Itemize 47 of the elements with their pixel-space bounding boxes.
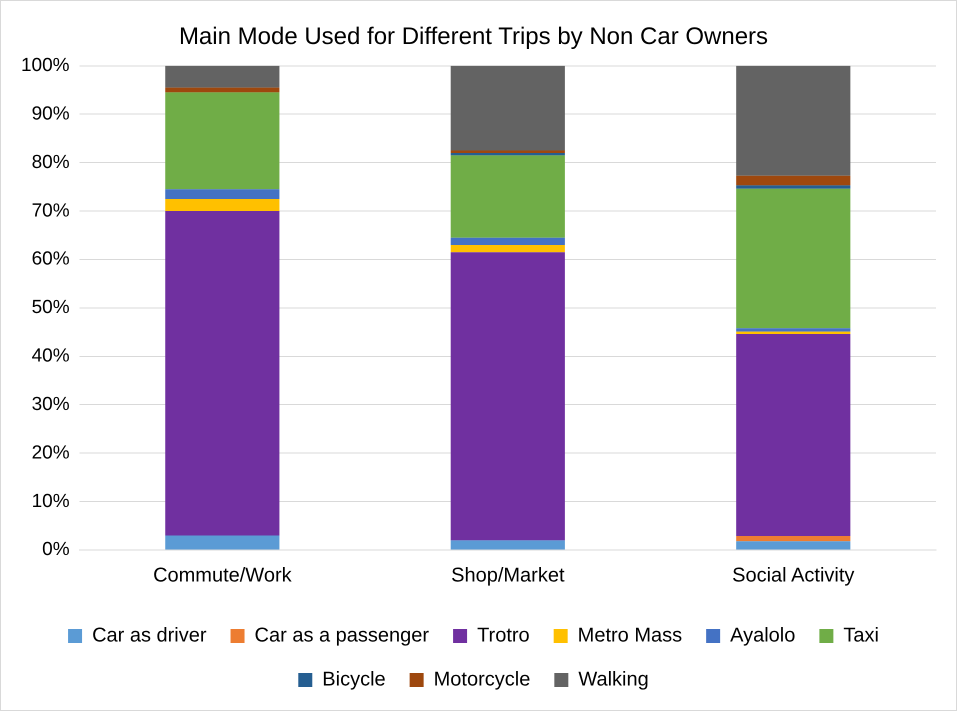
bar — [450, 66, 565, 151]
legend-label: Taxi — [843, 624, 879, 647]
bar — [165, 66, 280, 88]
y-tick-label: 80% — [32, 152, 70, 173]
bar — [450, 252, 565, 540]
bar — [165, 189, 280, 199]
x-tick-label: Social Activity — [732, 564, 854, 587]
y-tick-label: 20% — [32, 442, 70, 464]
y-tick-label: 70% — [32, 200, 70, 222]
bar — [165, 198, 280, 212]
legend-label: Trotro — [477, 624, 530, 647]
legend-label: Metro Mass — [578, 624, 682, 647]
bar — [450, 238, 565, 245]
legend-label: Motorcycle — [434, 668, 530, 691]
y-tick-label: 90% — [32, 103, 70, 124]
x-tick-label: Commute/Work — [153, 564, 293, 587]
y-tick-label: 100% — [20, 55, 70, 76]
y-tick-label: 0% — [42, 539, 70, 560]
x-tick-label: Shop/Market — [451, 564, 565, 587]
bar — [736, 66, 850, 176]
bar — [736, 185, 850, 189]
bar — [450, 152, 565, 156]
legend-label: Ayalolo — [730, 624, 796, 647]
bar — [165, 211, 280, 536]
bar — [736, 536, 850, 542]
legend-label: Car as driver — [92, 624, 207, 647]
bar — [165, 92, 280, 190]
bar — [736, 176, 850, 186]
bar — [736, 334, 850, 536]
y-tick-label: 50% — [32, 297, 70, 318]
y-tick-label: 10% — [32, 490, 70, 512]
chart-title: Main Mode Used for Different Trips by Non Car Owners — [178, 23, 768, 50]
bar — [736, 332, 850, 334]
y-tick-label: 40% — [32, 346, 70, 367]
bar — [736, 188, 850, 328]
bar — [450, 244, 565, 252]
bar — [450, 540, 565, 550]
legend-label: Bicycle — [322, 668, 386, 691]
y-tick-label: 30% — [32, 394, 70, 415]
legend-label: Walking — [578, 668, 649, 691]
bar — [736, 541, 850, 550]
bar — [450, 155, 565, 238]
y-tick-label: 60% — [32, 248, 70, 270]
legend-label: Car as a passenger — [254, 624, 430, 647]
bar — [736, 328, 850, 332]
bar — [165, 88, 280, 92]
bar — [165, 535, 280, 550]
